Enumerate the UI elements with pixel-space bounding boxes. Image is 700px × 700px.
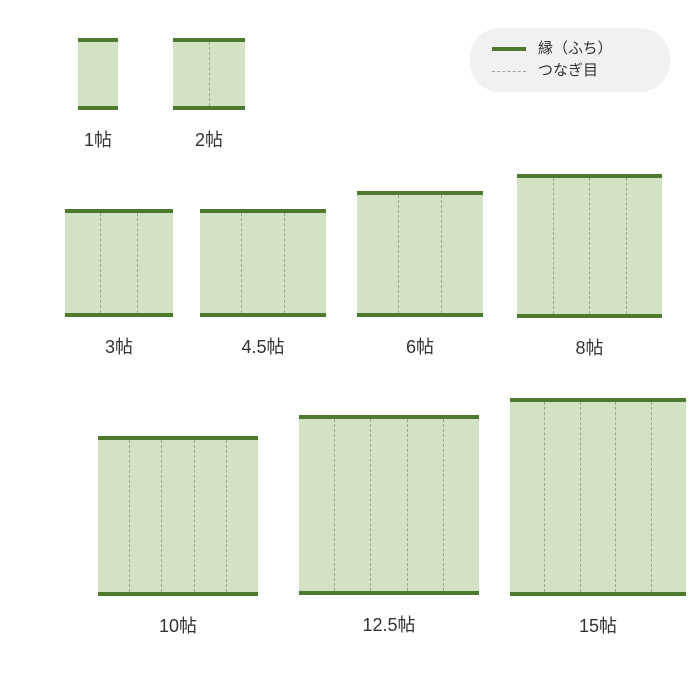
tatami-mat bbox=[357, 191, 483, 317]
edge-bottom bbox=[173, 106, 245, 110]
edge-top bbox=[78, 38, 118, 42]
seam-line bbox=[129, 440, 130, 592]
seam-group bbox=[357, 195, 483, 313]
seam-line bbox=[580, 402, 581, 592]
edge-bottom bbox=[200, 313, 326, 317]
legend: 縁（ふち）つなぎ目 bbox=[470, 28, 670, 92]
seam-line bbox=[553, 178, 554, 314]
seam-group bbox=[200, 213, 326, 313]
seam-line bbox=[241, 213, 242, 313]
seam-line bbox=[626, 178, 627, 314]
seam-line bbox=[137, 213, 138, 313]
seam-group bbox=[98, 440, 258, 592]
legend-label: つなぎ目 bbox=[538, 60, 598, 82]
seam-line bbox=[615, 402, 616, 592]
legend-row-edge: 縁（ふち） bbox=[492, 38, 646, 60]
mat-label: 1帖 bbox=[84, 126, 112, 152]
mat-label: 12.5帖 bbox=[362, 611, 415, 637]
seam-line bbox=[209, 42, 210, 106]
seam-line bbox=[651, 402, 652, 592]
seam-line bbox=[441, 195, 442, 313]
mat-label: 4.5帖 bbox=[241, 333, 284, 359]
mat-label: 10帖 bbox=[159, 612, 197, 638]
mat-label: 3帖 bbox=[105, 333, 133, 359]
seam-line bbox=[407, 419, 408, 591]
seam-group bbox=[510, 402, 686, 592]
legend-label: 縁（ふち） bbox=[538, 38, 613, 60]
seam-line bbox=[161, 440, 162, 592]
tatami-mat bbox=[200, 209, 326, 317]
edge-bottom bbox=[357, 313, 483, 317]
tatami-mat bbox=[517, 174, 662, 318]
edge-bottom bbox=[78, 106, 118, 110]
tatami-mat bbox=[78, 38, 118, 110]
seam-line bbox=[398, 195, 399, 313]
mat-label: 2帖 bbox=[195, 126, 223, 152]
seam-group bbox=[65, 213, 173, 313]
tatami-mat bbox=[98, 436, 258, 596]
seam-line bbox=[589, 178, 590, 314]
tatami-mat bbox=[65, 209, 173, 317]
edge-bottom bbox=[299, 591, 479, 595]
seam-group bbox=[173, 42, 245, 106]
seam-line bbox=[226, 440, 227, 592]
seam-line bbox=[194, 440, 195, 592]
edge-bottom bbox=[98, 592, 258, 596]
seam-group bbox=[299, 419, 479, 591]
seam-line bbox=[100, 213, 101, 313]
seam-line bbox=[370, 419, 371, 591]
seam-swatch-icon bbox=[492, 71, 526, 72]
legend-row-seam: つなぎ目 bbox=[492, 60, 646, 82]
edge-bottom bbox=[517, 314, 662, 318]
seam-line bbox=[334, 419, 335, 591]
seam-line bbox=[443, 419, 444, 591]
edge-bottom bbox=[65, 313, 173, 317]
edge-bottom bbox=[510, 592, 686, 596]
mat-label: 6帖 bbox=[406, 333, 434, 359]
tatami-mat bbox=[510, 398, 686, 596]
seam-group bbox=[517, 178, 662, 314]
mat-label: 8帖 bbox=[575, 334, 603, 360]
seam-line bbox=[544, 402, 545, 592]
tatami-mat bbox=[299, 415, 479, 595]
seam-line bbox=[284, 213, 285, 313]
mat-label: 15帖 bbox=[579, 612, 617, 638]
tatami-size-diagram: 縁（ふち）つなぎ目 1帖 2帖 3帖 4.5帖 6帖 8帖 10帖 12.5帖 15帖 bbox=[0, 0, 700, 700]
tatami-mat bbox=[173, 38, 245, 110]
edge-swatch-icon bbox=[492, 47, 526, 51]
